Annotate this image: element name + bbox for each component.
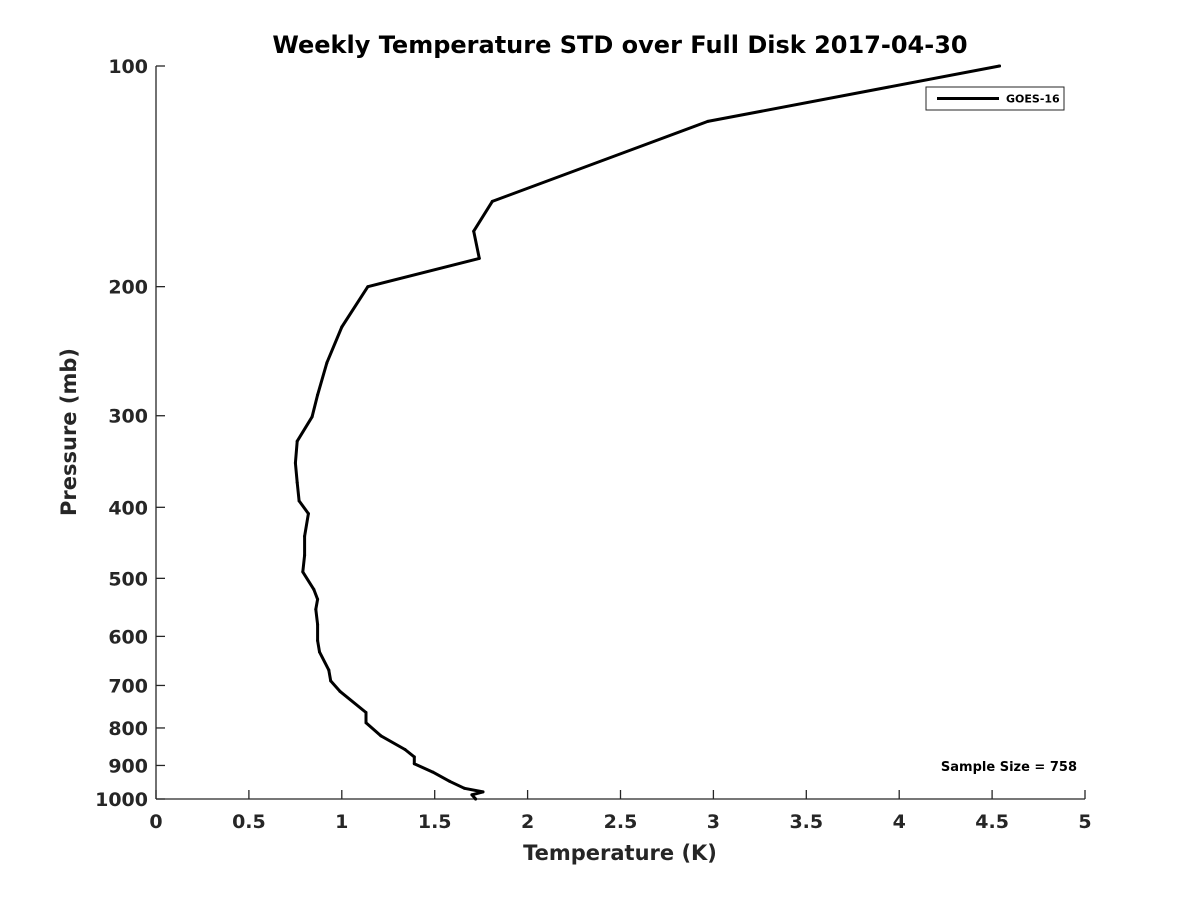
data-point [477, 256, 481, 260]
y-tick-label: 1000 [95, 789, 148, 811]
x-axis-label: Temperature (K) [523, 841, 717, 865]
x-tick-label: 4 [893, 811, 906, 833]
legend: GOES-16 [925, 86, 1065, 111]
chart-title: Weekly Temperature STD over Full Disk 20… [272, 31, 967, 59]
data-point [316, 597, 320, 601]
x-tick-label: 3 [707, 811, 720, 833]
data-point [329, 679, 333, 683]
data-point [340, 325, 344, 329]
data-point [366, 285, 370, 289]
x-tick-label: 1 [335, 811, 348, 833]
x-tick-label: 2.5 [604, 811, 638, 833]
data-point [295, 439, 299, 443]
y-tick-label: 500 [108, 568, 148, 590]
data-point [327, 668, 331, 672]
data-point [412, 762, 416, 766]
data-point [706, 119, 710, 123]
data-point [303, 534, 307, 538]
data-point [412, 755, 416, 759]
data-point [490, 199, 494, 203]
x-tick-label: 0.5 [232, 811, 266, 833]
y-tick-label: 800 [108, 718, 148, 740]
data-point [312, 588, 316, 592]
y-tick-label: 700 [108, 675, 148, 697]
y-tick-label: 400 [108, 497, 148, 519]
x-tick-label: 4.5 [975, 811, 1009, 833]
y-tick-label: 600 [108, 626, 148, 648]
data-point [316, 639, 320, 643]
x-tick-label: 1.5 [418, 811, 452, 833]
data-point [472, 229, 476, 233]
legend-label: GOES-16 [1006, 93, 1060, 106]
data-point [316, 623, 320, 626]
x-tick-label: 3.5 [789, 811, 823, 833]
y-tick-label: 100 [108, 56, 148, 78]
data-point [318, 650, 321, 654]
data-point [379, 734, 383, 738]
data-point [297, 499, 301, 503]
data-point [448, 779, 452, 783]
data-point [316, 393, 320, 397]
x-tick-label: 2 [521, 811, 534, 833]
data-point [474, 797, 478, 801]
data-point [325, 361, 329, 365]
y-tick-label: 300 [108, 406, 148, 428]
sample-size-annotation: Sample Size = 758 [941, 760, 1077, 775]
x-tick-label: 5 [1078, 811, 1091, 833]
data-point [310, 415, 314, 419]
data-point [462, 786, 466, 790]
y-tick-label: 900 [108, 755, 148, 777]
data-point [998, 64, 1001, 68]
data-point [403, 748, 407, 751]
data-point [481, 790, 485, 794]
data-point [338, 689, 342, 693]
y-tick-label: 200 [108, 277, 148, 299]
data-point [314, 607, 318, 611]
plot-area: 0 0.5 1 1.5 2 2.5 3 3.5 4 4.5 5 100 200 300 400 500 600 7… [95, 56, 1092, 833]
data-point [306, 512, 310, 516]
data-point [295, 481, 299, 484]
data-point [303, 553, 307, 557]
data-point [364, 711, 368, 714]
x-tick-label: 0 [149, 811, 162, 833]
data-point [293, 461, 297, 465]
data-point [364, 721, 368, 725]
y-axis-label: Pressure (mb) [57, 348, 81, 516]
data-point [301, 570, 305, 574]
data-point [470, 793, 474, 797]
data-point [431, 770, 435, 774]
